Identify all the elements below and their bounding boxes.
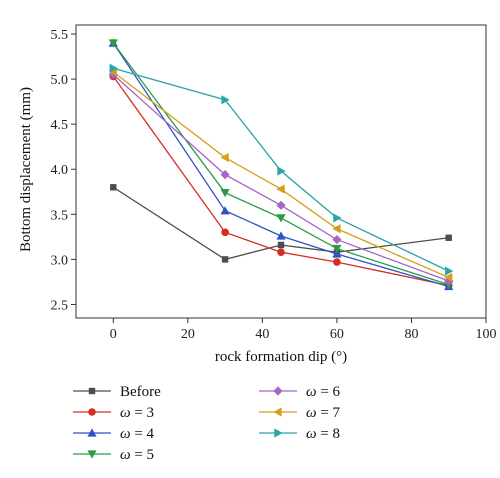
- data-point: [276, 184, 285, 194]
- legend-symbol: ω: [120, 405, 131, 421]
- legend-symbol: ω: [306, 405, 317, 421]
- x-tick-label: 100: [476, 327, 497, 342]
- legend-symbol: ω: [120, 447, 131, 463]
- legend-entry: Before: [73, 384, 161, 400]
- data-point: [221, 95, 230, 105]
- legend-entry: ω = 3: [73, 405, 154, 421]
- data-point: [273, 386, 283, 396]
- x-tick-label: 40: [255, 327, 269, 342]
- legend-value: = 7: [317, 405, 341, 421]
- data-point: [333, 258, 341, 266]
- legend-value: = 6: [317, 384, 341, 400]
- series-layer: [108, 38, 454, 291]
- data-point: [109, 63, 118, 73]
- legend-label: ω = 4: [120, 426, 155, 442]
- y-tick-label: 3.5: [51, 208, 69, 223]
- legend-value: = 5: [131, 447, 154, 463]
- legend-value: = 8: [317, 426, 340, 442]
- data-point: [332, 224, 341, 234]
- legend-label: ω = 7: [306, 405, 341, 421]
- legend-value: = 3: [131, 405, 154, 421]
- data-point: [332, 234, 342, 245]
- data-point: [445, 266, 454, 276]
- data-point: [332, 244, 342, 254]
- data-point: [276, 200, 286, 210]
- legend-entry: ω = 5: [73, 447, 154, 463]
- y-axis-ticks: 2.5 3.0 3.5 4.0 4.5 5.0 5.5: [51, 28, 76, 313]
- data-point: [88, 408, 96, 416]
- legend-label: Before: [120, 384, 161, 400]
- legend-symbol: ω: [306, 426, 317, 442]
- x-axis-title: rock formation dip (°): [215, 349, 347, 365]
- y-tick-label: 3.0: [51, 253, 69, 268]
- data-point: [220, 152, 229, 163]
- y-tick-label: 4.0: [51, 163, 69, 178]
- y-tick-label: 5.0: [51, 73, 69, 88]
- y-axis-title: Bottom displacement (mm): [18, 87, 34, 252]
- x-tick-label: 20: [181, 327, 195, 342]
- x-tick-label: 80: [404, 327, 418, 342]
- data-point: [274, 428, 283, 438]
- data-point: [445, 234, 452, 241]
- data-point: [108, 39, 118, 48]
- x-axis-ticks: 0 20 40 60 80 100: [110, 318, 497, 342]
- legend-label: ω = 6: [306, 384, 341, 400]
- data-point: [110, 184, 117, 191]
- data-point: [277, 248, 285, 256]
- data-point: [277, 241, 285, 249]
- axes: [75, 24, 487, 319]
- y-tick-label: 2.5: [51, 298, 69, 313]
- data-point: [220, 206, 230, 215]
- y-tick-label: 5.5: [51, 28, 69, 43]
- x-tick-label: 0: [110, 327, 117, 342]
- y-tick-label: 4.5: [51, 118, 69, 133]
- data-point: [221, 228, 229, 237]
- data-point: [276, 214, 286, 223]
- legend-entry: ω = 6: [259, 384, 341, 400]
- legend-symbol: ω: [120, 426, 131, 442]
- legend-label: ω = 8: [306, 426, 340, 442]
- data-point: [87, 428, 97, 437]
- data-point: [220, 189, 230, 198]
- plot-frame: [75, 24, 487, 319]
- x-tick-label: 60: [330, 327, 344, 342]
- data-point: [277, 166, 286, 176]
- legend-value: = 4: [131, 426, 155, 442]
- data-point: [221, 256, 229, 263]
- data-point: [332, 249, 342, 258]
- legend-label: ω = 3: [120, 405, 154, 421]
- series-3: [108, 38, 454, 291]
- legend-symbol: ω: [306, 384, 317, 400]
- legend-entry: ω = 4: [73, 426, 155, 442]
- data-point: [444, 272, 453, 283]
- data-point: [333, 213, 342, 223]
- data-point: [88, 387, 96, 395]
- data-point: [220, 170, 230, 180]
- data-point: [87, 450, 97, 459]
- series-5: [108, 69, 454, 286]
- series-7: [109, 63, 454, 276]
- legend-label: ω = 5: [120, 447, 154, 463]
- data-point: [276, 231, 286, 240]
- legend-entry: ω = 8: [259, 426, 340, 442]
- data-point: [273, 407, 282, 417]
- legend-entry: ω = 7: [259, 405, 341, 421]
